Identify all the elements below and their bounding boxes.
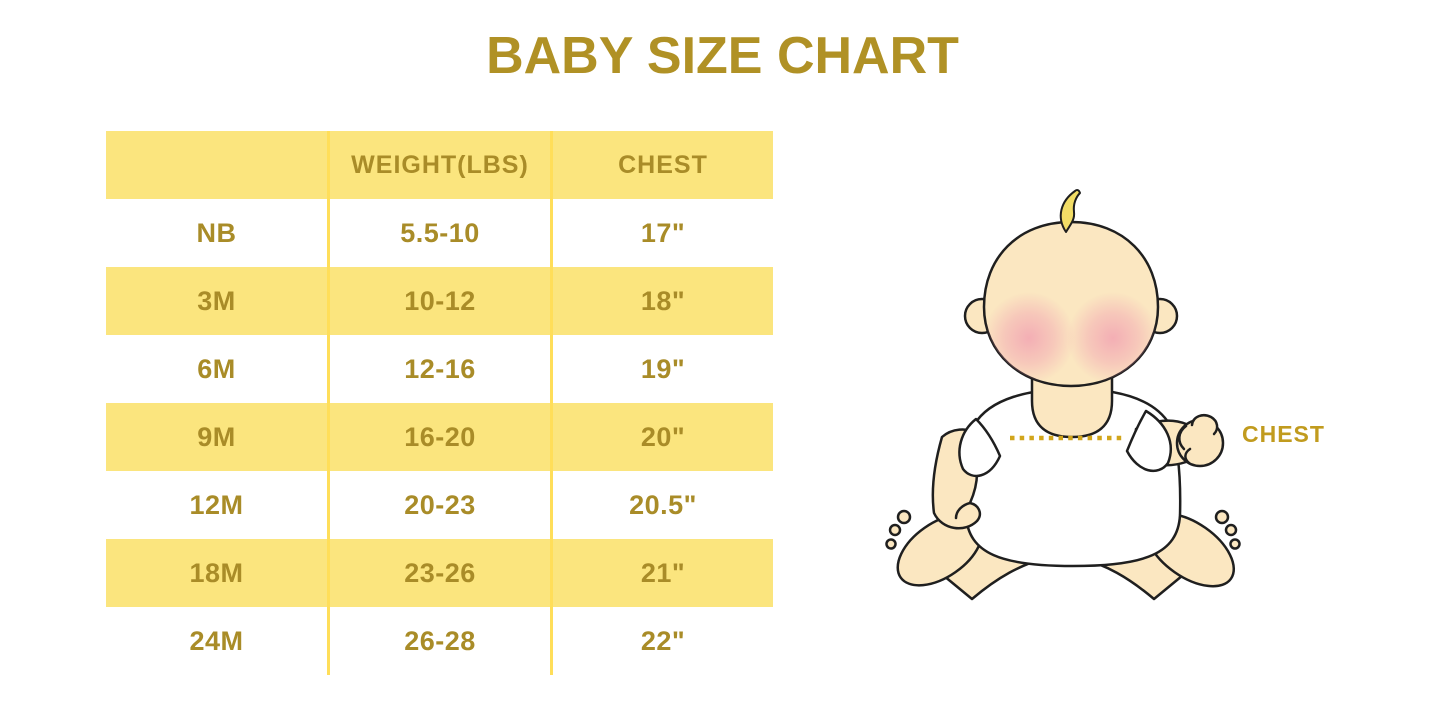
column-header-size [106,131,327,199]
size-cell: 9M [106,403,327,471]
weight-cell: 23-26 [327,539,550,607]
baby-sleeve-left [958,417,1002,478]
weight-cell: 5.5-10 [327,199,550,267]
chest-cell: 17" [550,199,773,267]
baby-cheek-left [984,292,1075,384]
size-cell: NB [106,199,327,267]
weight-cell: 20-23 [327,471,550,539]
weight-cell: 10-12 [327,267,550,335]
baby-cheek-right [1067,292,1158,384]
chest-label: CHEST [1242,421,1325,447]
weight-cell: 26-28 [327,607,550,675]
baby-hair-curl [1059,188,1081,233]
size-cell: 6M [106,335,327,403]
page-title: BABY SIZE CHART [486,27,959,85]
column-header-weight: WEIGHT(LBS) [327,131,550,199]
chest-cell: 19" [550,335,773,403]
chest-cell: 18" [550,267,773,335]
column-header-chest: CHEST [550,131,773,199]
weight-cell: 16-20 [327,403,550,471]
size-cell: 18M [106,539,327,607]
chest-cell: 21" [550,539,773,607]
baby-size-table: WEIGHT(LBS) CHEST NB 5.5-10 17" 3M 10-12… [106,131,773,675]
weight-cell: 12-16 [327,335,550,403]
baby-illustration [885,188,1241,601]
chest-cell: 20.5" [550,471,773,539]
size-cell: 12M [106,471,327,539]
baby-sleeve-right [1125,409,1173,473]
size-cell: 24M [106,607,327,675]
chest-cell: 22" [550,607,773,675]
chest-cell: 20" [550,403,773,471]
size-cell: 3M [106,267,327,335]
